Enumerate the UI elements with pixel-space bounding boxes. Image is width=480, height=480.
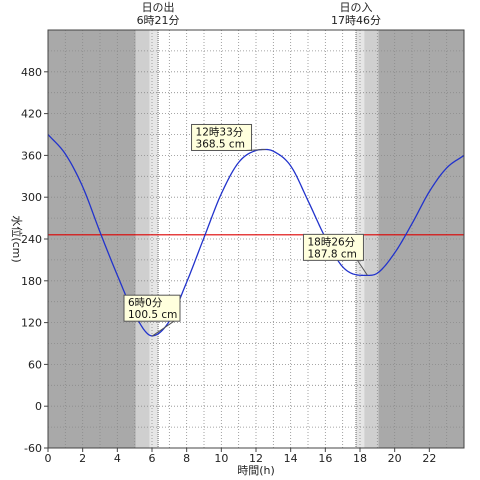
x-tick-label: 16 [318,452,332,465]
y-tick-label: 120 [21,317,42,330]
callout-time: 12時33分 [196,126,244,138]
x-tick-label: 12 [249,452,263,465]
callout-time: 6時0分 [128,297,163,309]
y-tick-label: 420 [21,108,42,121]
x-tick-label: 0 [45,452,52,465]
x-tick-label: 4 [114,452,121,465]
callout-pointer [151,320,175,337]
y-tick-label: -60 [24,442,42,455]
x-tick-label: 2 [79,452,86,465]
sunrise-time: 6時21分 [137,14,180,27]
callout-pointer [357,260,368,276]
y-tick-label: 180 [21,275,42,288]
y-tick-label: 60 [28,358,42,371]
sunset-time: 17時46分 [331,14,381,27]
callout-time: 18時26分 [307,236,355,248]
y-tick-label: 480 [21,66,42,79]
x-tick-label: 8 [183,452,190,465]
callout-box [302,233,364,261]
callout-box [123,294,181,322]
callout-box [191,123,253,151]
y-tick-label: 300 [21,191,42,204]
x-tick-label: 20 [388,452,402,465]
callout-value: 368.5 cm [196,138,245,150]
sunrise-label: 日の出 [142,0,175,14]
callout-value: 187.8 cm [307,248,356,260]
x-tick-label: 10 [214,452,228,465]
callout-pointer [245,148,266,151]
callout-value: 100.5 cm [128,309,177,321]
y-tick-label: 240 [21,233,42,246]
x-tick-label: 6 [149,452,156,465]
y-tick-label: 360 [21,149,42,162]
y-axis-title: 水位(cm) [10,215,24,262]
sunset-label: 日の入 [340,1,373,14]
x-tick-label: 22 [422,452,436,465]
y-tick-label: 0 [35,400,42,413]
x-tick-label: 18 [353,452,367,465]
x-axis-title: 時間(h) [237,464,275,477]
x-tick-label: 14 [284,452,298,465]
